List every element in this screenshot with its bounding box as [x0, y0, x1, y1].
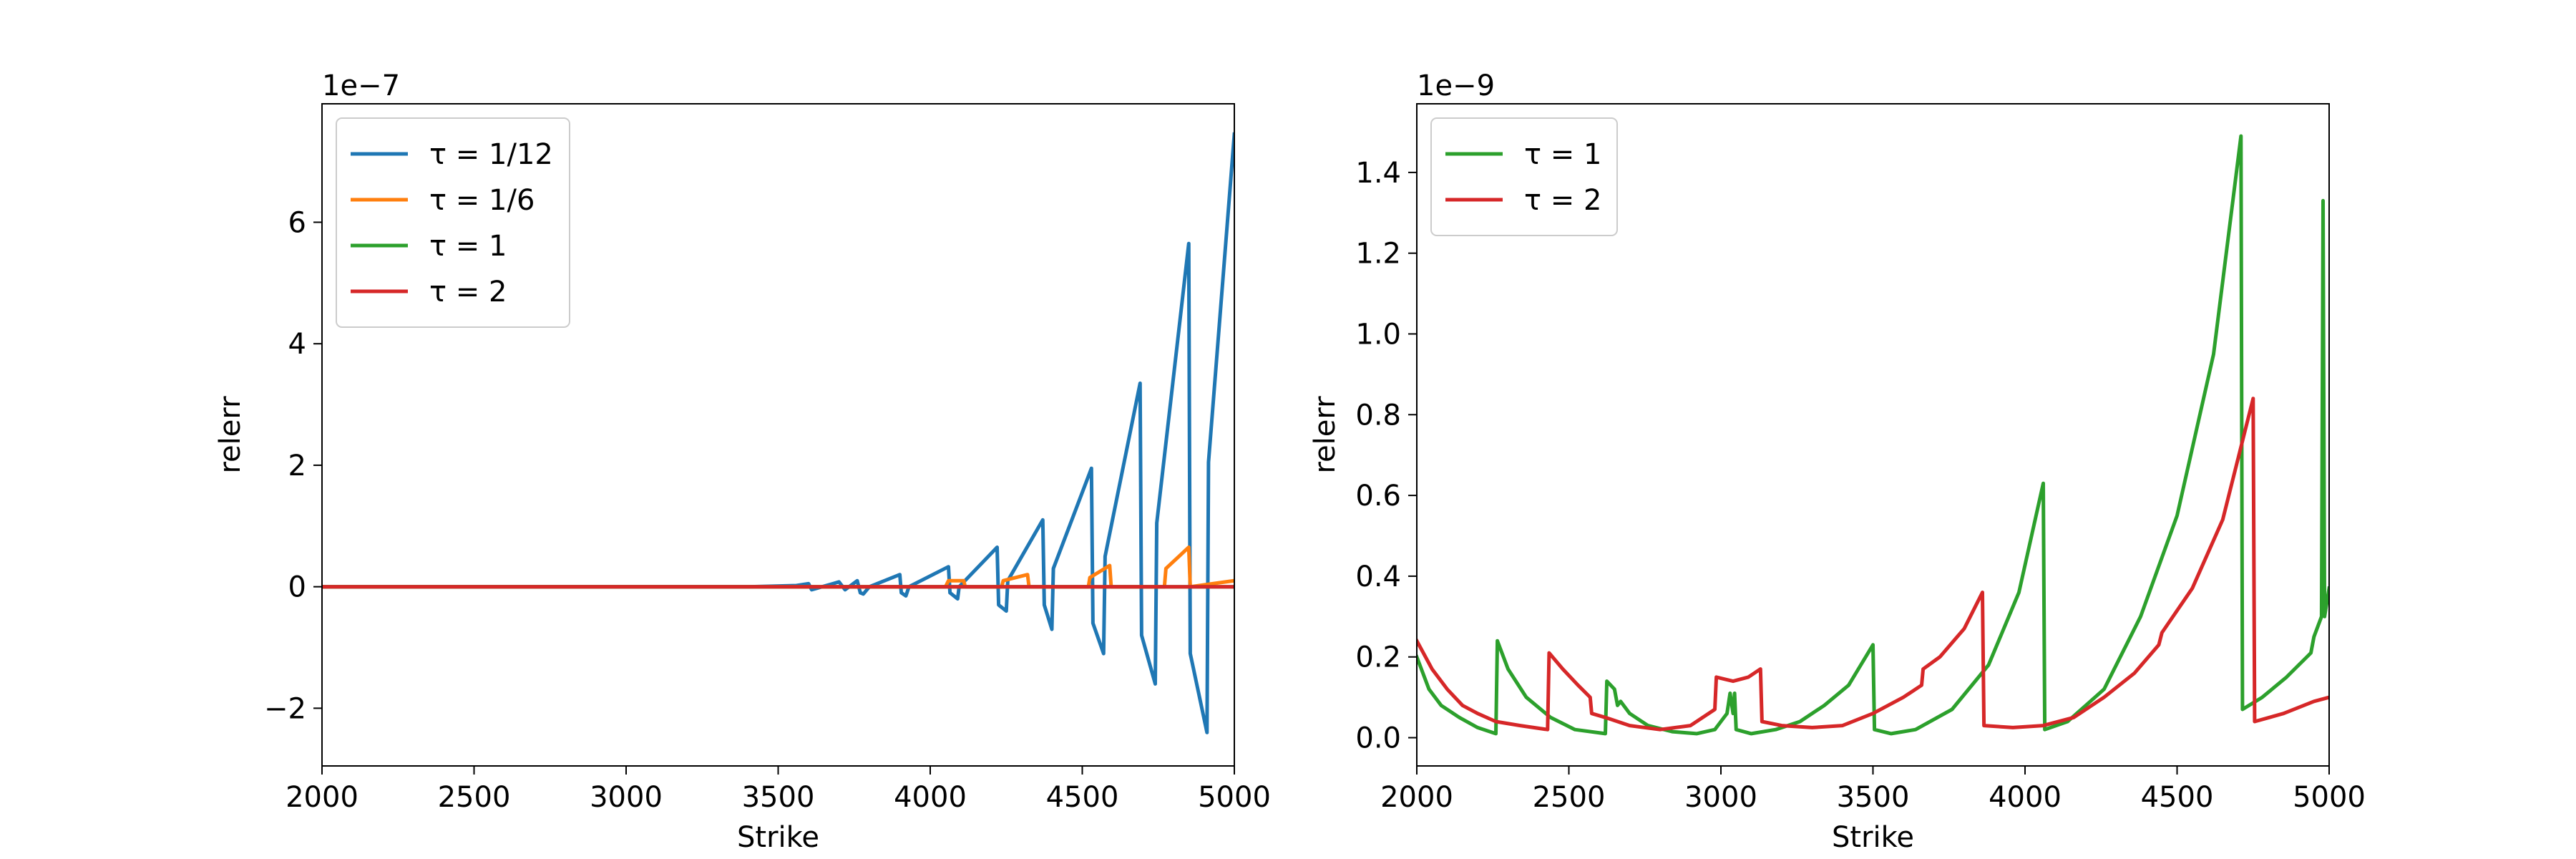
- y-tick-label: 1.0: [1355, 318, 1401, 351]
- x-tick-label: 2000: [286, 781, 358, 814]
- legend: τ = 1 τ = 2: [1430, 117, 1618, 236]
- right-chart: 2000 2500 3000 3500 4000 4500 5000 0.0 0.2 0.4 0.6…: [1309, 69, 2366, 854]
- y-tick-label: 0.8: [1355, 399, 1401, 432]
- y-axis-label: relerr: [214, 396, 247, 474]
- legend: τ = 1/12 τ = 1/6 τ = 1 τ = 2: [336, 117, 570, 328]
- legend-label: τ = 1: [1524, 138, 1601, 171]
- y-axis-label: relerr: [1309, 396, 1342, 474]
- x-tick-label: 3500: [1837, 781, 1910, 814]
- x-tick-label: 3500: [742, 781, 815, 814]
- left-chart: 2000 2500 3000 3500 4000 4500 5000 −2 0 2 4 6 Strike…: [214, 69, 1271, 854]
- plot-area: [322, 132, 1234, 734]
- series-line-2: [1417, 397, 2329, 732]
- y-tick-label: 4: [288, 328, 306, 361]
- legend-item-2: τ = 2: [1445, 184, 1601, 217]
- legend-item-1-12: τ = 1/12: [351, 138, 553, 171]
- x-tick-label: 2500: [438, 781, 511, 814]
- legend-label: τ = 1/6: [429, 184, 535, 217]
- legend-box: [1430, 117, 1618, 236]
- legend-label: τ = 2: [1524, 184, 1601, 217]
- y-tick-label: 1.2: [1355, 238, 1401, 271]
- x-tick-label: 3000: [1684, 781, 1757, 814]
- axis-offset-label: 1e−9: [1417, 69, 1495, 102]
- y-tick-label: 0: [288, 571, 306, 604]
- legend-label: τ = 1: [429, 230, 507, 263]
- x-tick-label: 4500: [2141, 781, 2214, 814]
- legend-label: τ = 2: [429, 276, 507, 309]
- y-tick-label: 0.2: [1355, 641, 1401, 674]
- series-line-1-6: [322, 545, 1234, 589]
- axis-offset-label: 1e−7: [322, 69, 400, 102]
- legend-box: [336, 117, 570, 328]
- x-axis-label: Strike: [737, 821, 819, 854]
- y-tick-label: 2: [288, 450, 306, 482]
- legend-label: τ = 1/12: [429, 138, 553, 171]
- y-tick-label: 1.4: [1355, 157, 1401, 190]
- plot-area: [1417, 134, 2329, 736]
- x-tick-label: 2500: [1533, 781, 1606, 814]
- y-tick-label: 0.0: [1355, 722, 1401, 755]
- x-tick-label: 4000: [1989, 781, 2062, 814]
- y-tick-label: 0.4: [1355, 560, 1401, 593]
- x-tick-label: 4500: [1046, 781, 1119, 814]
- x-tick-label: 4000: [894, 781, 967, 814]
- legend-item-1: τ = 1: [351, 230, 507, 263]
- y-tick-label: 0.6: [1355, 480, 1401, 513]
- legend-item-2: τ = 2: [351, 276, 507, 309]
- legend-item-1-6: τ = 1/6: [351, 184, 535, 217]
- y-tick-label: −2: [264, 692, 306, 725]
- legend-item-1: τ = 1: [1445, 138, 1601, 171]
- x-tick-label: 2000: [1380, 781, 1453, 814]
- y-tick-label: 6: [288, 206, 306, 239]
- x-tick-label: 5000: [1198, 781, 1271, 814]
- x-tick-label: 3000: [590, 781, 663, 814]
- x-axis-label: Strike: [1832, 821, 1914, 854]
- x-tick-label: 5000: [2293, 781, 2366, 814]
